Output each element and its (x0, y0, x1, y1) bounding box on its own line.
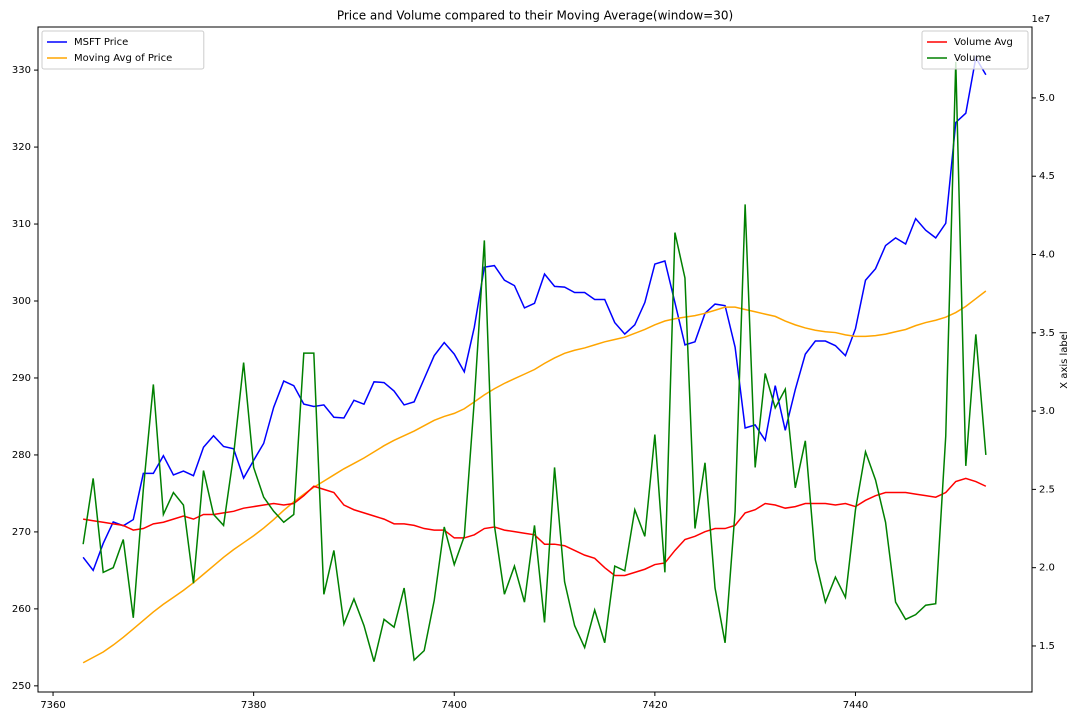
y2-tick-label: 3.5 (1039, 328, 1055, 339)
legend: Volume Avg Volume (921, 30, 1029, 70)
plot-frame (37, 26, 1033, 693)
y-tick-label: 290 (12, 373, 31, 384)
y-tick-label: 250 (12, 681, 31, 692)
x-tick-label: 7420 (642, 700, 667, 711)
x-tick-label: 7360 (40, 700, 65, 711)
y-tick-label: 330 (12, 65, 31, 76)
y-tick-label: 270 (12, 527, 31, 538)
y2-tick-label: 2.5 (1039, 484, 1055, 495)
y-tick-label: 300 (12, 296, 31, 307)
chart-title: Price and Volume compared to their Movin… (337, 9, 733, 23)
legend: MSFT Price Moving Avg of Price (41, 30, 205, 70)
legend-label: Volume Avg (954, 37, 1013, 48)
y2-tick-label: 1.5 (1039, 641, 1055, 652)
x-tick-label: 7440 (843, 700, 868, 711)
legend-label: MSFT Price (74, 37, 128, 48)
y-tick-label: 320 (12, 142, 31, 153)
series-line (82, 290, 987, 664)
y2-tick-label: 2.0 (1039, 563, 1055, 574)
y2-tick-label: 4.5 (1039, 171, 1055, 182)
series-line (82, 61, 987, 662)
x-tick-label: 7380 (241, 700, 266, 711)
y2-tick-label: 5.0 (1039, 93, 1055, 104)
x-tick-label: 7400 (442, 700, 467, 711)
y2-axis-label: X axis label (1059, 331, 1070, 388)
y-tick-label: 280 (12, 450, 31, 461)
y2-tick-label: 3.0 (1039, 406, 1055, 417)
legend-box (921, 30, 1029, 70)
series-line (83, 477, 987, 577)
y2-tick-label: 4.0 (1039, 250, 1055, 261)
y-tick-label: 260 (12, 604, 31, 615)
y2-offset-label: 1e7 (1032, 14, 1051, 25)
y-tick-label: 310 (12, 219, 31, 230)
legend-box (41, 30, 205, 70)
legend-label: Moving Avg of Price (74, 53, 172, 64)
legend-label: Volume (954, 53, 991, 64)
